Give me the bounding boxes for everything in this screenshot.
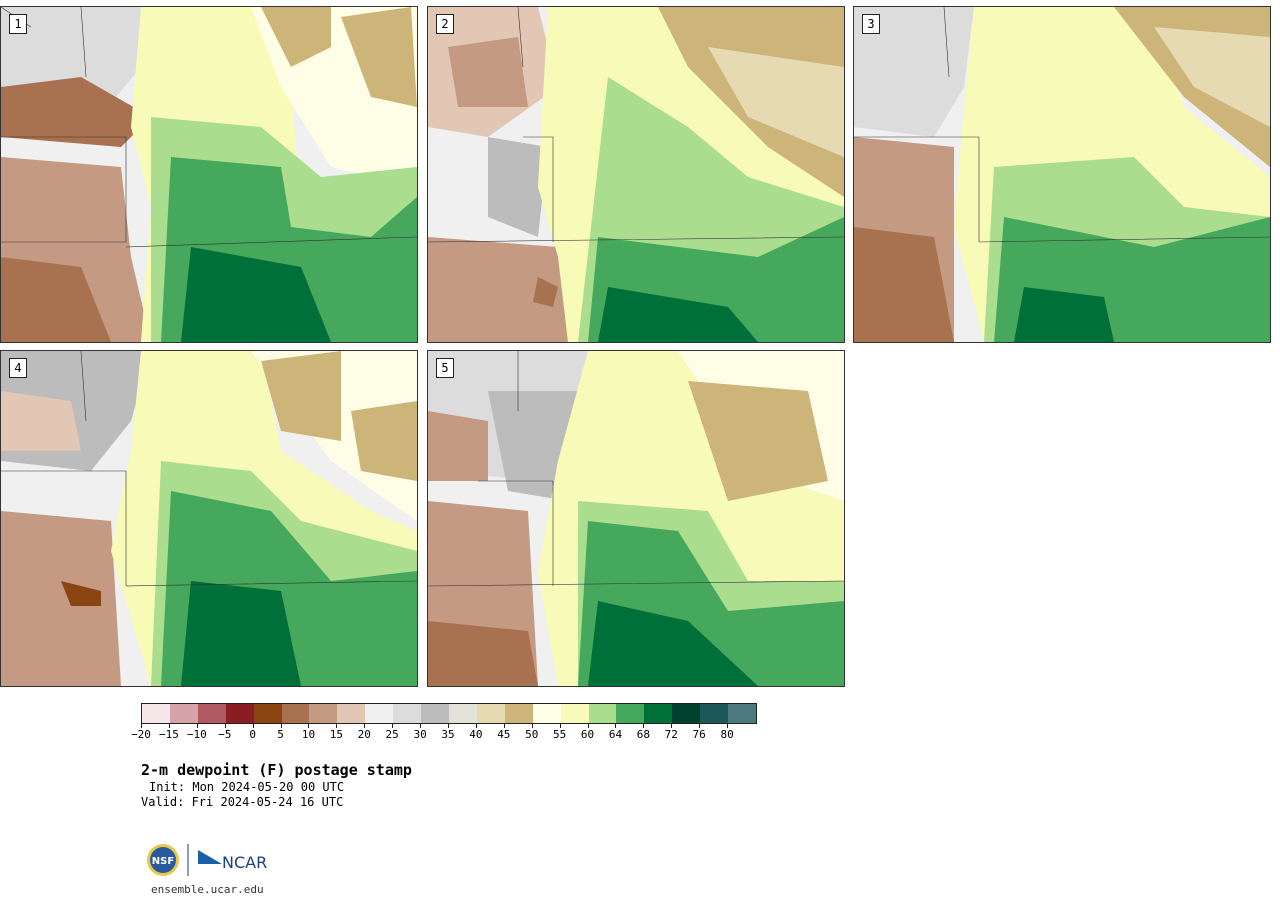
colorbar-tick-label: 30	[413, 728, 427, 741]
map-panel-4	[1, 351, 417, 686]
colorbar-swatch	[142, 704, 170, 723]
colorbar-tick-label: 10	[301, 728, 316, 741]
colorbar-ticks: −20 −15 −10 −5 0 5 10 15 20 25 30 35 40 45 50 55 60 64 68 7…	[131, 724, 757, 748]
map-panel-5	[428, 351, 844, 686]
colorbar-tick	[503, 724, 505, 728]
map-panel-2	[428, 7, 844, 342]
colorbar-tick	[196, 724, 198, 728]
colorbar-tick-label: 76	[692, 728, 706, 741]
colorbar-tick-label: 68	[636, 728, 650, 741]
colorbar-tick	[336, 724, 338, 728]
nsf-logo-text: NSF	[152, 856, 174, 867]
colorbar-tick-label: 15	[329, 728, 343, 741]
colorbar-swatch	[253, 704, 282, 723]
stamp-panel-5[interactable]: 5	[427, 350, 845, 687]
colorbar-tick-label: 80	[720, 728, 734, 741]
colorbar-tick-label: 50	[525, 728, 539, 741]
colorbar-tick-label: 20	[357, 728, 371, 741]
chart-title: 2-m dewpoint (F) postage stamp	[141, 761, 412, 779]
colorbar-swatch	[644, 704, 673, 723]
colorbar-tick	[392, 724, 394, 728]
colorbar-tick-label: 55	[553, 728, 567, 741]
colorbar-tick-label: 5	[277, 728, 284, 741]
colorbar-tick	[141, 724, 142, 728]
colorbar-tick	[448, 724, 449, 728]
colorbar-swatch	[504, 704, 533, 723]
colorbar-tick	[643, 724, 645, 728]
stamp-panel-3[interactable]: 3	[853, 6, 1271, 343]
colorbar-tick-label: 0	[249, 728, 256, 741]
colorbar-swatch	[476, 704, 505, 723]
colorbar-swatch	[616, 704, 645, 723]
map-panel-1	[1, 7, 417, 342]
colorbar-tick-label: 35	[441, 728, 455, 741]
colorbar-swatch	[588, 704, 617, 723]
ncar-logo-text: NCAR	[222, 853, 267, 872]
colorbar-tick	[727, 724, 729, 728]
colorbar-tick-label: −15	[158, 728, 179, 741]
colorbar-tick-label: 64	[608, 728, 623, 741]
colorbar-swatch	[728, 704, 756, 723]
colorbar-swatch	[281, 704, 310, 723]
colorbar-tick-label: 40	[469, 728, 483, 741]
map-panel-3	[854, 7, 1270, 342]
colorbar-tick	[420, 724, 422, 728]
colorbar-tick	[364, 724, 366, 728]
colorbar-swatch	[393, 704, 422, 723]
colorbar-tick	[252, 724, 254, 728]
colorbar-swatch	[365, 704, 394, 723]
colorbar-swatch	[532, 704, 561, 723]
panel-number-5: 5	[436, 358, 454, 378]
panel-number-4: 4	[9, 358, 27, 378]
colorbar-swatch	[700, 704, 729, 723]
colorbar-tick-label: −20	[131, 728, 151, 741]
colorbar-tick	[699, 724, 701, 728]
colorbar-swatch	[560, 704, 589, 723]
valid-time: Valid: Fri 2024-05-24 16 UTC	[141, 795, 344, 809]
stamp-panel-1[interactable]: 1	[0, 6, 418, 343]
colorbar-tick-label: 60	[580, 728, 595, 741]
panel-number-2: 2	[436, 14, 454, 34]
colorbar-swatch	[309, 704, 338, 723]
colorbar-tick	[671, 724, 673, 728]
stamp-panel-4[interactable]: 4	[0, 350, 418, 687]
colorbar-tick	[615, 724, 617, 728]
colorbar-tick	[475, 724, 477, 728]
colorbar-tick-label: −5	[218, 728, 232, 741]
colorbar-tick	[587, 724, 589, 728]
stamp-panel-2[interactable]: 2	[427, 6, 845, 343]
panel-number-3: 3	[862, 14, 880, 34]
colorbar-tick-label: 72	[664, 728, 678, 741]
colorbar-tick	[559, 724, 561, 728]
colorbar-swatch	[197, 704, 226, 723]
colorbar-swatch	[169, 704, 198, 723]
colorbar-tick-label: 25	[385, 728, 399, 741]
nsf-ncar-logo: NSF NCAR	[147, 844, 267, 876]
colorbar-tick-label: −10	[186, 728, 207, 741]
colorbar-swatch	[337, 704, 366, 723]
colorbar-swatch	[672, 704, 701, 723]
site-url[interactable]: ensemble.ucar.edu	[151, 883, 264, 896]
dewpoint-colorbar	[141, 703, 757, 724]
colorbar-tick	[224, 724, 226, 728]
colorbar-swatch	[448, 704, 477, 723]
colorbar-swatch	[421, 704, 449, 723]
colorbar-tick	[308, 724, 310, 728]
colorbar-tick	[531, 724, 533, 728]
panel-number-1: 1	[9, 14, 27, 34]
colorbar-swatch	[225, 704, 254, 723]
init-time: Init: Mon 2024-05-20 00 UTC	[149, 780, 345, 794]
colorbar-tick	[168, 724, 170, 728]
colorbar-tick-label: 45	[497, 728, 511, 741]
colorbar-tick	[280, 724, 282, 728]
